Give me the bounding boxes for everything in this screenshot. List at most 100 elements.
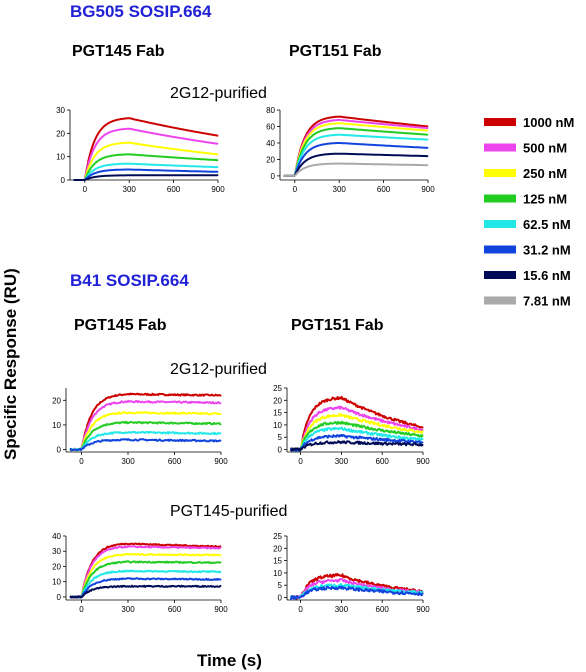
condition-label-b41-pgt145: PGT145-purified: [170, 503, 287, 520]
x-tick-label: 0: [293, 185, 298, 194]
y-tick-label: 15: [273, 409, 282, 418]
y-tick-label: 60: [266, 122, 275, 131]
series-62-5-nM: [283, 133, 429, 177]
series-500-nM: [283, 118, 429, 177]
legend-swatch: [484, 143, 516, 152]
y-tick-label: 10: [273, 569, 282, 578]
x-tick-label: 900: [211, 185, 225, 194]
y-tick-label: 20: [273, 396, 282, 405]
y-tick-label: 5: [278, 433, 283, 442]
x-tick-label: 600: [376, 457, 390, 466]
y-tick-label: 25: [273, 532, 282, 541]
x-tick-label: 300: [335, 457, 349, 466]
series-1000-nM: [290, 395, 424, 452]
legend-item: 62.5 nM: [484, 217, 571, 232]
panel-b41-pgt145-2g12: 0 10 20 0 300 600 900: [52, 388, 228, 466]
legend-item: 1000 nM: [484, 115, 574, 130]
series-62-5-nM: [73, 162, 219, 181]
series-250-nM: [73, 141, 219, 181]
panel-b41-pgt151-2g12: 0 5 10 15 20 25 0 300 600 900: [273, 384, 430, 466]
series-31-2-nM: [73, 168, 219, 181]
x-tick-label: 0: [298, 605, 303, 614]
y-tick-label: 10: [52, 421, 61, 430]
legend-label: 7.81 nM: [523, 294, 571, 309]
y-tick-label: 40: [52, 532, 61, 541]
x-tick-label: 0: [83, 185, 88, 194]
legend-item: 7.81 nM: [484, 294, 571, 309]
y-tick-label: 20: [52, 562, 61, 571]
series-250-nM: [69, 411, 222, 452]
legend-item: 125 nM: [484, 192, 567, 207]
series-125-nM: [73, 153, 219, 181]
y-tick-label: 0: [271, 172, 276, 181]
x-tick-label: 900: [421, 185, 435, 194]
y-tick-label: 0: [278, 446, 283, 455]
x-tick-label: 0: [79, 605, 84, 614]
fab-label-bg505-right: PGT151 Fab: [289, 43, 382, 60]
section-title-bg505: BG505 SOSIP.664: [70, 2, 212, 21]
x-tick-label: 0: [79, 457, 84, 466]
series-15-6-nM: [69, 584, 222, 599]
x-tick-label: 600: [168, 605, 182, 614]
legend-label: 62.5 nM: [523, 217, 571, 232]
series-125-nM: [69, 560, 222, 599]
series-250-nM: [290, 413, 424, 452]
panel-b41-pgt145-pgt145: 0 10 20 30 40 0 300 600 900: [52, 532, 228, 614]
legend: 1000 nM 500 nM 250 nM 125 nM 62.5 nM 31.2 nM 1…: [484, 115, 574, 309]
y-tick-label: 30: [52, 547, 61, 556]
legend-item: 250 nM: [484, 166, 567, 181]
y-tick-label: 5: [278, 581, 283, 590]
series-1000-nM: [69, 542, 222, 599]
series-500-nM: [69, 545, 222, 599]
series-7-81-nM: [283, 162, 429, 177]
series-500-nM: [290, 577, 424, 600]
y-tick-label: 20: [52, 396, 61, 405]
section-title-b41: B41 SOSIP.664: [70, 271, 189, 290]
series-31-2-nM: [69, 438, 222, 452]
y-tick-label: 80: [266, 106, 275, 115]
legend-swatch: [484, 169, 516, 177]
legend-item: 500 nM: [484, 141, 567, 156]
y-tick-label: 10: [56, 153, 65, 162]
legend-swatch: [484, 220, 516, 228]
series-31-2-nM: [290, 433, 424, 452]
y-tick-label: 40: [266, 139, 275, 148]
legend-label: 31.2 nM: [523, 243, 571, 258]
fab-label-b41-right: PGT151 Fab: [291, 317, 384, 334]
series-500-nM: [69, 399, 222, 452]
x-tick-label: 900: [416, 457, 430, 466]
x-tick-label: 0: [298, 457, 303, 466]
x-tick-label: 600: [167, 185, 181, 194]
fab-label-b41-left: PGT145 Fab: [74, 317, 167, 334]
x-tick-label: 600: [377, 185, 391, 194]
series-62-5-nM: [69, 430, 222, 452]
y-tick-label: 0: [61, 176, 66, 185]
series-500-nM: [290, 405, 424, 452]
y-tick-label: 30: [56, 106, 65, 115]
series-15-6-nM: [73, 174, 219, 181]
series-1000-nM: [69, 392, 222, 452]
y-tick-label: 15: [273, 557, 282, 566]
legend-item: 31.2 nM: [484, 243, 571, 258]
legend-swatch: [484, 296, 516, 305]
panel-b41-pgt151-pgt145: 0 5 10 15 20 25 0 300 600 900: [273, 532, 430, 614]
x-axis-label: Time (s): [197, 651, 262, 670]
series-125-nM: [69, 420, 222, 451]
condition-label-b41-2g12: 2G12-purified: [170, 361, 267, 378]
series-1000-nM: [283, 115, 429, 177]
y-tick-label: 20: [266, 155, 275, 164]
x-tick-label: 300: [123, 185, 137, 194]
series-31-2-nM: [290, 585, 424, 600]
legend-swatch: [484, 245, 516, 254]
x-tick-label: 900: [416, 605, 430, 614]
y-tick-label: 20: [56, 129, 65, 138]
series-250-nM: [283, 122, 429, 177]
series-125-nM: [283, 127, 429, 177]
y-tick-label: 25: [273, 384, 282, 393]
condition-label-bg505: 2G12-purified: [170, 85, 267, 102]
x-tick-label: 900: [214, 605, 228, 614]
y-tick-label: 0: [57, 593, 62, 602]
